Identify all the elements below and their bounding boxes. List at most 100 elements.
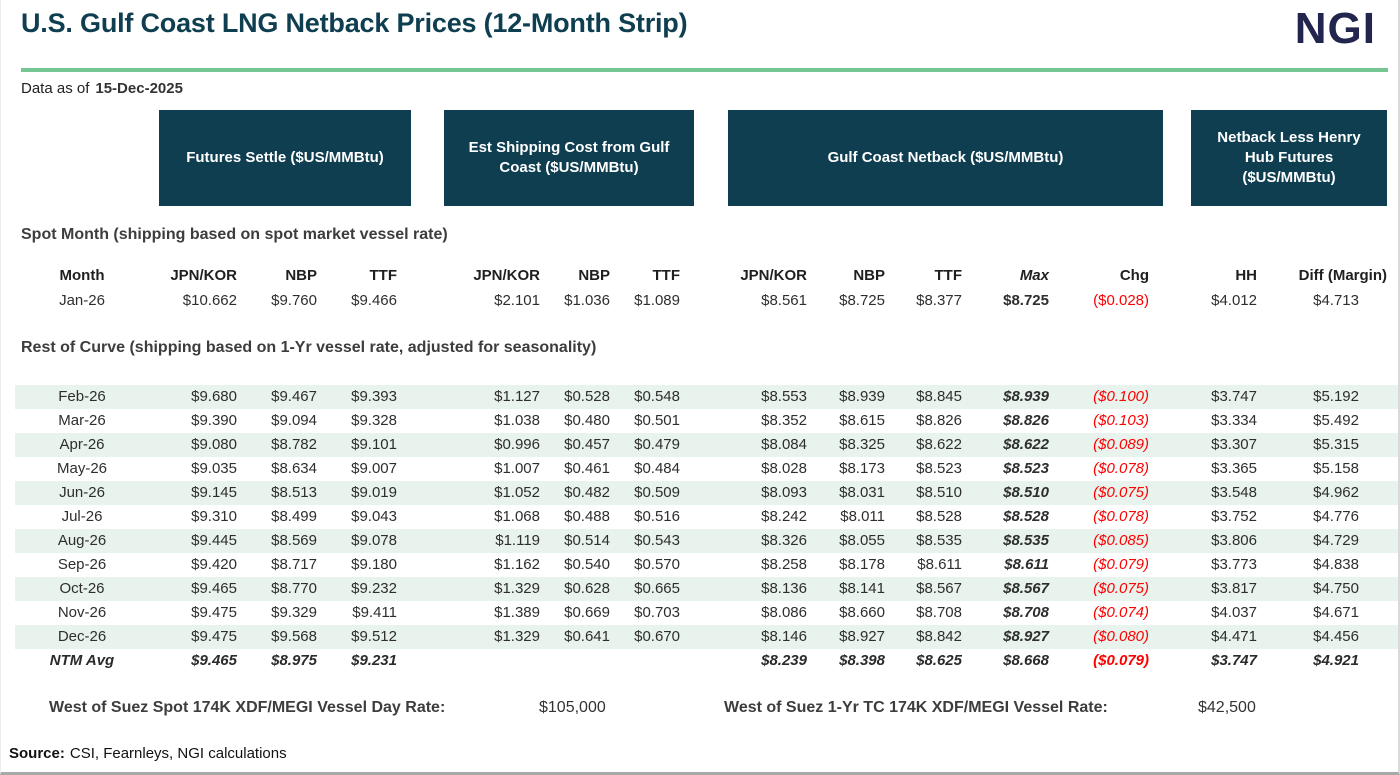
table-cell: $8.326 xyxy=(761,532,807,549)
table-cell: $9.043 xyxy=(351,508,397,525)
table-cell: $1.127 xyxy=(494,388,540,405)
table-row: May-26 $9.035 $8.634 $9.007 $1.007 $0.461 $0.4… xyxy=(15,457,1398,481)
table-cell: $1.007 xyxy=(494,460,540,477)
table-cell: $8.178 xyxy=(839,556,885,573)
table-cell xyxy=(1163,577,1191,601)
table-cell: $0.457 xyxy=(564,436,610,453)
table-cell: $1.052 xyxy=(494,484,540,501)
column-header-cell: JPN/KOR xyxy=(740,267,807,284)
data-as-of-label: Data as of xyxy=(21,80,90,97)
table-cell: $8.615 xyxy=(839,412,885,429)
table-row: Apr-26 $9.080 $8.782 $9.101 $0.996 $0.457 $0.4… xyxy=(15,433,1398,457)
table-cell xyxy=(694,481,728,505)
table-cell xyxy=(411,481,444,505)
table-cell: $8.086 xyxy=(761,604,807,621)
table-cell: $8.927 xyxy=(839,628,885,645)
source-line: Source: CSI, Fearnleys, NGI calculations xyxy=(9,745,287,762)
table-cell xyxy=(1163,409,1191,433)
table-cell: $0.540 xyxy=(564,556,610,573)
table-cell: ($0.103) xyxy=(1093,412,1149,429)
table-cell: $8.770 xyxy=(271,580,317,597)
table-cell: ($0.078) xyxy=(1093,460,1149,477)
table-cell: $8.927 xyxy=(1003,628,1049,645)
table-cell: $4.838 xyxy=(1313,556,1359,573)
table-cell: $4.713 xyxy=(1313,292,1359,309)
table-cell: $4.962 xyxy=(1313,484,1359,501)
table-cell: ($0.080) xyxy=(1093,628,1149,645)
group-header-futures-settle: Futures Settle ($US/MMBtu) xyxy=(159,110,411,206)
table-cell: $0.528 xyxy=(564,388,610,405)
table-cell: Sep-26 xyxy=(57,556,107,573)
table-cell: $8.939 xyxy=(839,388,885,405)
table-cell xyxy=(411,409,444,433)
table-cell: $8.011 xyxy=(840,508,885,525)
table-cell: $8.510 xyxy=(1003,484,1049,501)
table-cell: $0.670 xyxy=(634,628,680,645)
table-cell: $8.031 xyxy=(839,484,885,501)
table-cell: $9.328 xyxy=(351,412,397,429)
table-cell: $8.782 xyxy=(271,436,317,453)
table-cell xyxy=(411,457,444,481)
table-cell xyxy=(411,649,444,673)
table-cell: $8.136 xyxy=(761,580,807,597)
table-cell: $8.622 xyxy=(1003,436,1049,453)
table-row: Mar-26 $9.390 $9.094 $9.328 $1.038 $0.480 $0.5… xyxy=(15,409,1398,433)
table-cell: $8.660 xyxy=(839,604,885,621)
table-cell xyxy=(411,433,444,457)
table-cell: $8.258 xyxy=(761,556,807,573)
table-cell: $3.752 xyxy=(1211,508,1257,525)
group-header-netback-less-hh: Netback Less Henry Hub Futures ($US/MMBt… xyxy=(1191,110,1387,206)
table-cell xyxy=(1163,481,1191,505)
table-cell: $3.365 xyxy=(1211,460,1257,477)
table-cell xyxy=(1163,505,1191,529)
table-cell: $8.146 xyxy=(761,628,807,645)
table-cell: ($0.079) xyxy=(1093,652,1149,669)
spot-vessel-rate-label: West of Suez Spot 174K XDF/MEGI Vessel D… xyxy=(49,699,446,716)
column-header-cell: JPN/KOR xyxy=(473,267,540,284)
table-cell xyxy=(694,649,728,673)
table-cell: $0.514 xyxy=(564,532,610,549)
table-cell: $8.523 xyxy=(916,460,962,477)
table-cell: $8.377 xyxy=(916,292,962,309)
table-cell: $9.680 xyxy=(191,388,237,405)
table-cell: $8.398 xyxy=(839,652,885,669)
column-header-cell: TTF xyxy=(934,267,963,284)
table-cell: $8.725 xyxy=(1003,292,1049,309)
table-cell: $4.921 xyxy=(1313,652,1359,669)
table-cell: NTM Avg xyxy=(49,652,115,669)
table-cell: $8.725 xyxy=(839,292,885,309)
table-cell: $9.393 xyxy=(351,388,397,405)
table-cell: Feb-26 xyxy=(58,388,106,405)
table-cell: Apr-26 xyxy=(59,436,105,453)
table-row: Feb-26 $9.680 $9.467 $9.393 $1.127 $0.528 $0.5… xyxy=(15,385,1398,409)
table-row: Dec-26 $9.475 $9.568 $9.512 $1.329 $0.641 $0.6… xyxy=(15,625,1398,649)
table-cell: $0.548 xyxy=(634,388,680,405)
table-cell: $1.068 xyxy=(494,508,540,525)
group-header-shipping-cost: Est Shipping Cost from Gulf Coast ($US/M… xyxy=(444,110,694,206)
column-header-cell: Max xyxy=(1019,267,1049,284)
tc-vessel-rate-value: $42,500 xyxy=(1198,699,1256,716)
table-cell: $9.310 xyxy=(191,508,237,525)
table-cell: $8.499 xyxy=(271,508,317,525)
table-cell: $0.516 xyxy=(634,508,680,525)
table-cell: $8.569 xyxy=(271,532,317,549)
curve-rows-container: Feb-26 $9.680 $9.467 $9.393 $1.127 $0.528 $0.5… xyxy=(1,385,1398,673)
table-cell: $4.456 xyxy=(1313,628,1359,645)
table-cell: $8.634 xyxy=(271,460,317,477)
table-cell: $4.471 xyxy=(1211,628,1257,645)
table-cell: $0.570 xyxy=(634,556,680,573)
table-cell xyxy=(694,601,728,625)
table-cell: $3.817 xyxy=(1211,580,1257,597)
table-cell: $4.012 xyxy=(1211,292,1257,309)
table-cell: $9.231 xyxy=(351,652,397,669)
table-cell: Mar-26 xyxy=(58,412,106,429)
table-cell: $9.568 xyxy=(271,628,317,645)
table-cell: Jun-26 xyxy=(59,484,105,501)
table-cell: $8.523 xyxy=(1003,460,1049,477)
table-cell: $5.158 xyxy=(1313,460,1359,477)
column-header-cell: TTF xyxy=(652,267,681,284)
table-cell: $4.776 xyxy=(1313,508,1359,525)
table-cell xyxy=(411,601,444,625)
table-cell: $9.390 xyxy=(191,412,237,429)
